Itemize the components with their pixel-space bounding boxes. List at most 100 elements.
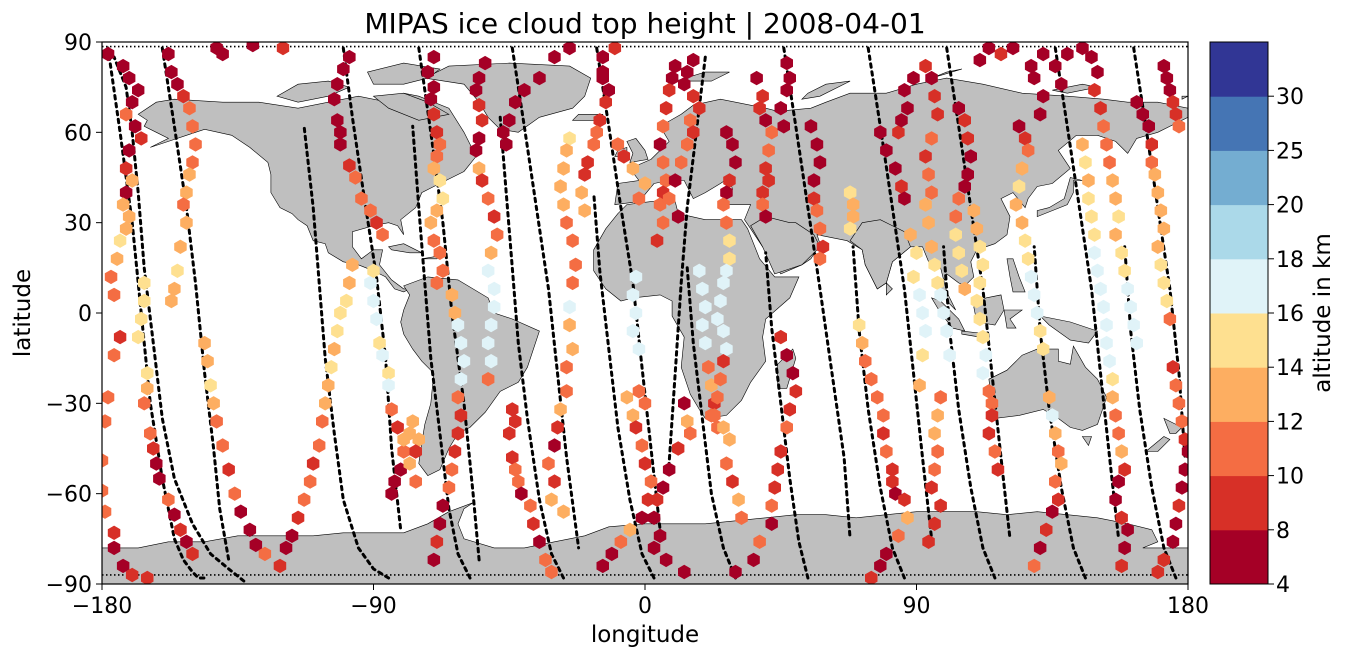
cloud-point	[1009, 197, 1023, 212]
cloud-point	[765, 498, 778, 513]
land-tasmania	[1081, 436, 1092, 447]
cloud-point	[1082, 191, 1095, 206]
cloud-point	[102, 504, 112, 519]
cloud-point	[138, 275, 151, 291]
cloud-point	[684, 113, 697, 128]
cloud-point	[780, 55, 793, 71]
colorbar-segment	[1210, 150, 1268, 206]
cloud-point	[116, 197, 130, 212]
cloud-point	[973, 239, 987, 254]
cloud-point	[433, 137, 447, 152]
cloud-point	[370, 215, 383, 230]
cloud-point	[168, 281, 181, 297]
cloud-point	[1015, 161, 1029, 176]
cloud-point	[506, 450, 519, 465]
cloud-point	[874, 558, 887, 574]
colorbar-tick-label: 25	[1276, 139, 1304, 164]
cloud-point	[696, 281, 709, 297]
cloud-point	[928, 426, 941, 441]
cloud-point	[180, 534, 193, 549]
cloud-point	[1142, 119, 1155, 134]
cloud-point	[1112, 209, 1125, 224]
cloud-point	[424, 92, 438, 107]
cloud-point	[472, 98, 486, 113]
cloud-point	[174, 239, 187, 254]
cloud-point	[928, 89, 941, 104]
cloud-point	[729, 155, 742, 170]
cloud-point	[753, 101, 766, 116]
cloud-point	[1118, 462, 1131, 477]
cloud-point	[503, 426, 516, 441]
colorbar-segment	[1210, 96, 1268, 151]
cloud-point	[279, 540, 293, 556]
cloud-point	[285, 528, 299, 543]
land-arabia	[750, 216, 821, 275]
cloud-point	[699, 299, 712, 315]
cloud-point	[961, 131, 974, 146]
cloud-point	[711, 311, 724, 327]
colorbar-tick-label: 8	[1276, 519, 1290, 544]
track-14	[782, 46, 852, 541]
cloud-point	[919, 197, 932, 212]
y-axis: −90 −60 −30 0 30 60 90	[46, 31, 102, 598]
cloud-point	[1148, 167, 1162, 182]
cloud-point	[509, 95, 522, 110]
cloud-point	[901, 510, 914, 525]
cloud-point	[614, 534, 628, 549]
cloud-point	[810, 203, 824, 218]
cloud-point	[1055, 77, 1068, 92]
cloud-point	[653, 528, 667, 543]
track-2	[160, 46, 231, 562]
cloud-point	[1037, 46, 1050, 62]
cloud-point	[1018, 131, 1032, 146]
cloud-point	[693, 101, 706, 116]
cloud-point	[1033, 107, 1047, 122]
cloud-point	[563, 317, 576, 333]
cloud-point	[563, 131, 576, 146]
cloud-point	[1109, 408, 1122, 423]
cloud-point	[1157, 58, 1171, 74]
cloud-point	[1151, 185, 1165, 200]
cloud-point	[436, 263, 450, 278]
cloud-point	[656, 215, 670, 230]
cloud-point	[789, 384, 803, 399]
track-15	[851, 245, 906, 580]
colorbar-segment	[1210, 421, 1268, 477]
cloud-point	[756, 89, 769, 104]
cloud-point	[714, 372, 727, 387]
cloud-point	[720, 341, 733, 357]
cloud-point	[780, 420, 793, 435]
cloud-point	[515, 486, 528, 501]
cloud-point	[291, 510, 305, 525]
cloud-point	[313, 438, 326, 453]
cloud-point	[542, 456, 555, 471]
cloud-point	[656, 480, 670, 495]
cloud-point	[1097, 119, 1110, 134]
cloud-point	[451, 426, 465, 441]
cloud-point	[273, 558, 287, 574]
land-novaya-zemlya	[801, 80, 851, 100]
cloud-point	[578, 203, 591, 218]
cloud-point	[433, 173, 447, 188]
cloud-point	[162, 46, 175, 62]
cloud-point	[563, 42, 576, 56]
cloud-point	[412, 432, 425, 447]
cloud-point	[774, 101, 787, 116]
cloud-point	[626, 408, 640, 423]
cloud-point	[331, 113, 344, 128]
track-21	[1123, 245, 1178, 580]
cloud-point	[177, 89, 190, 104]
cloud-point	[596, 558, 609, 574]
cloud-point	[602, 83, 615, 98]
cloud-point	[1172, 396, 1186, 411]
cloud-point	[774, 444, 787, 459]
cloud-point	[560, 215, 573, 230]
cloud-point	[783, 70, 796, 86]
cloud-point	[1103, 354, 1116, 369]
cloud-point	[427, 107, 441, 122]
cloud-point	[1027, 70, 1041, 86]
cloud-point	[246, 42, 260, 53]
cloud-point	[1097, 299, 1110, 315]
cloud-point	[1012, 119, 1026, 134]
cloud-point	[554, 179, 567, 194]
